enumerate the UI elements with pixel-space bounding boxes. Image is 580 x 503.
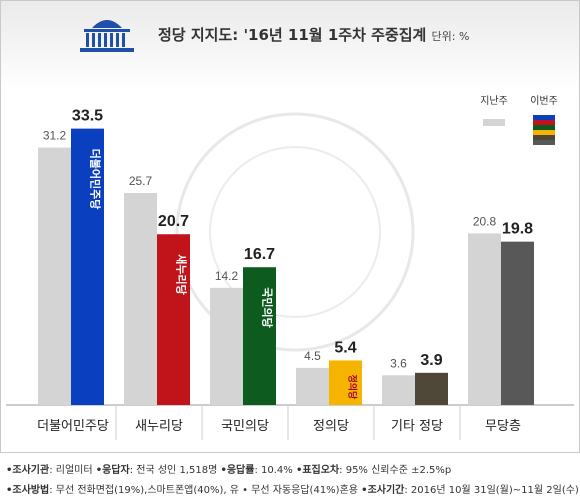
footer-value: : 2016년 10월 31일(월)~11월 2일(수)	[404, 485, 579, 496]
chart-legend: 지난주 이번주	[472, 92, 572, 150]
bar-previous-3	[296, 367, 329, 405]
bar-current-4	[415, 372, 448, 405]
unit-label: 단위: %	[431, 30, 470, 43]
footer-key: •조사방법	[6, 485, 50, 496]
category-label-5: 무당층	[485, 419, 521, 434]
party-logo-3: 정의당	[347, 374, 359, 400]
legend-current: 이번주	[522, 92, 566, 145]
footer-value: : 10.4%	[254, 465, 296, 476]
legend-current-label: 이번주	[530, 96, 558, 107]
chart-header: 정당 지지도: '16년 11월 1주차 주중집계 단위: %	[0, 0, 580, 80]
footer-value: : 전국 성인 1,518명	[129, 465, 221, 476]
watermark-seal-inner	[209, 146, 381, 318]
label-current-3: 5.4	[334, 339, 356, 356]
footer-line-2: •조사방법: 무선 전화면접(19%),스마트폰앱(40%), 유 • 무선 자…	[6, 481, 579, 496]
footer-value: : 리얼미터	[49, 465, 96, 476]
party-logo-2: 국민의당	[261, 287, 275, 327]
bar-current-3	[329, 360, 362, 405]
survey-footer: •조사기관: 리얼미터 •응답자: 전국 성인 1,518명 •응답률: 10.…	[0, 455, 580, 503]
label-previous-0: 31.2	[43, 129, 67, 143]
label-current-0: 33.5	[72, 108, 103, 125]
bar-previous-0	[38, 147, 71, 405]
bar-current-5	[501, 241, 534, 405]
bar-previous-1	[124, 192, 157, 405]
label-previous-1: 25.7	[129, 174, 153, 188]
legend-previous-swatch	[483, 119, 505, 126]
label-previous-3: 4.5	[304, 349, 321, 363]
label-current-5: 19.8	[502, 221, 533, 238]
national-assembly-building-icon	[80, 20, 134, 52]
bar-current-0	[71, 128, 104, 405]
footer-value: : 95% 신뢰수준 ±2.5%p	[339, 465, 452, 476]
legend-current-swatch	[533, 115, 555, 145]
watermark-seal-outer	[175, 112, 415, 352]
footer-key: •응답률	[220, 465, 255, 476]
footer-line-1: •조사기관: 리얼미터 •응답자: 전국 성인 1,518명 •응답률: 10.…	[6, 461, 451, 476]
footer-value: : 무선 전화면접(19%),스마트폰앱(40%), 유 • 무선 자동응답(4…	[49, 485, 362, 496]
bar-previous-2	[210, 287, 243, 405]
category-label-1: 새누리당	[135, 419, 183, 434]
label-current-2: 16.7	[244, 246, 275, 263]
category-label-3: 정의당	[313, 419, 349, 434]
chart-title: 정당 지지도: '16년 11월 1주차 주중집계 단위: %	[158, 24, 469, 45]
bar-current-2	[243, 267, 276, 405]
legend-previous-label: 지난주	[480, 96, 508, 107]
bar-previous-4	[382, 375, 415, 405]
label-previous-5: 20.8	[473, 214, 497, 228]
chart-title-text: 정당 지지도: '16년 11월 1주차 주중집계	[158, 26, 427, 44]
footer-key: •응답자	[95, 465, 130, 476]
bar-previous-5	[468, 233, 501, 405]
label-previous-2: 14.2	[215, 269, 239, 283]
category-label-0: 더불어민주당	[37, 419, 109, 434]
bar-current-1	[157, 234, 190, 405]
label-previous-4: 3.6	[390, 356, 407, 370]
footer-key: •조사기간	[361, 485, 405, 496]
bar-chart: 31.233.5더불어민주당더불어민주당25.720.7새누리당새누리당14.2…	[6, 108, 574, 440]
footer-key: •표집오차	[295, 465, 340, 476]
party-logo-1: 새누리당	[175, 254, 189, 294]
label-current-1: 20.7	[158, 213, 189, 230]
category-label-2: 국민의당	[221, 419, 269, 434]
party-logo-0: 더불어민주당	[89, 149, 103, 210]
legend-previous: 지난주	[472, 92, 516, 126]
category-label-4: 기타 정당	[391, 419, 443, 434]
footer-key: •조사기관	[6, 465, 50, 476]
label-current-4: 3.9	[420, 352, 442, 369]
